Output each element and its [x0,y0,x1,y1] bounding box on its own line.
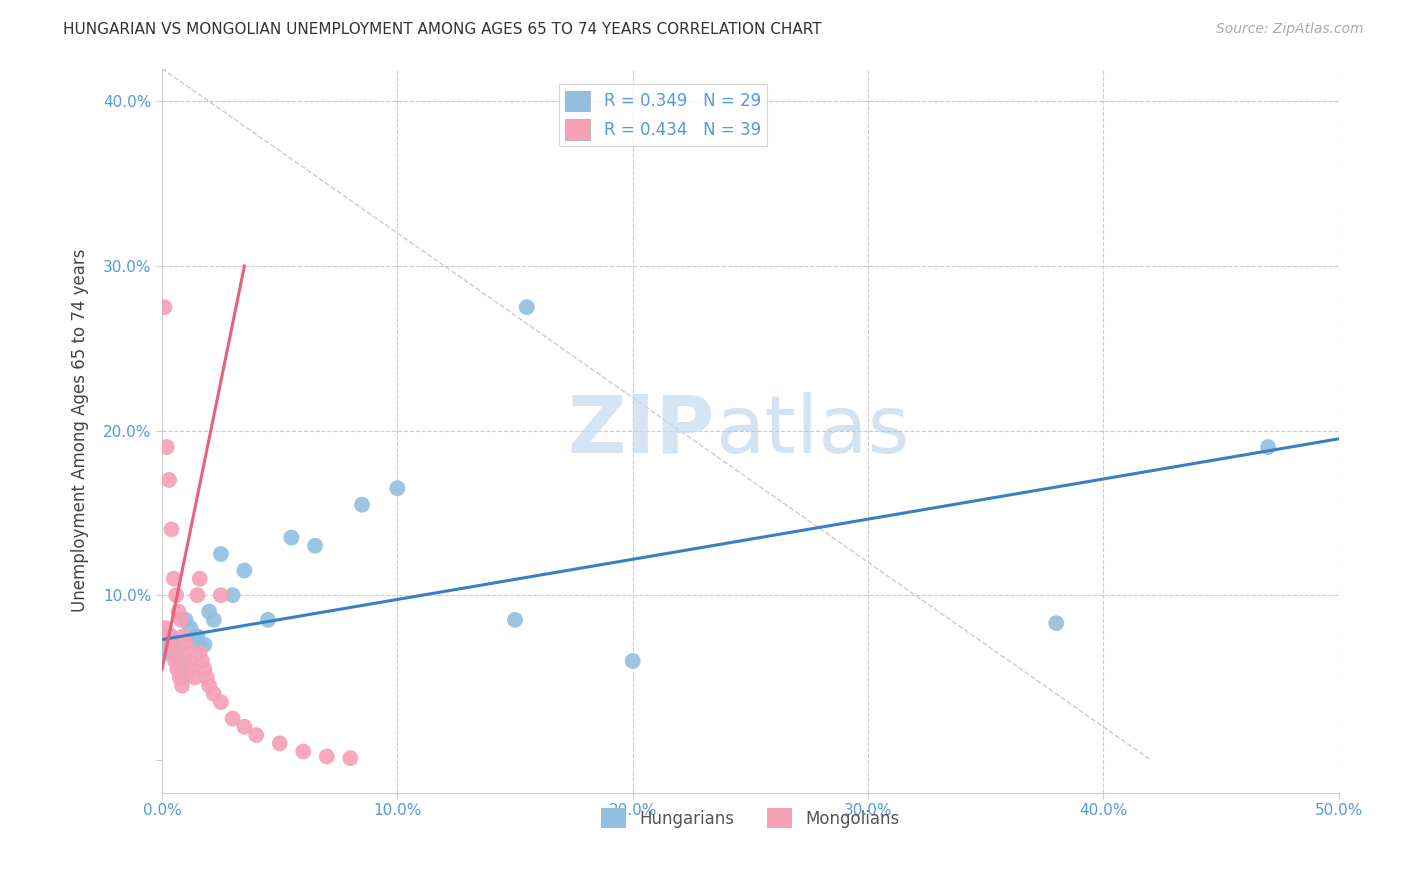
Point [157,638,180,652]
Point [202,687,225,701]
Point [188,646,211,660]
Point [184,670,207,684]
Point [174,638,197,652]
Point [179,654,201,668]
Text: Source: ZipAtlas.com: Source: ZipAtlas.com [1216,22,1364,37]
Point [352,498,374,512]
Point [163,638,186,652]
Point [160,522,183,536]
Point [269,736,291,750]
Point [1045,616,1067,631]
Point [1257,440,1279,454]
Point [159,638,181,652]
Point [292,745,315,759]
Point [202,613,225,627]
Point [193,662,215,676]
Point [315,749,337,764]
Point [198,605,221,619]
Point [221,588,243,602]
Text: atlas: atlas [716,392,910,469]
Point [186,588,208,602]
Point [156,646,179,660]
Point [184,629,207,643]
Point [153,300,176,314]
Legend: Hungarians, Mongolians: Hungarians, Mongolians [595,801,907,835]
Point [193,638,215,652]
Point [221,712,243,726]
Point [174,613,197,627]
Point [156,629,179,643]
Point [166,662,188,676]
Point [339,751,361,765]
Point [167,605,190,619]
Point [169,670,191,684]
Point [181,662,204,676]
Point [172,670,194,684]
Y-axis label: Unemployment Among Ages 65 to 74 years: Unemployment Among Ages 65 to 74 years [72,249,89,612]
Text: ZIP: ZIP [568,392,716,469]
Point [160,629,183,643]
Point [195,670,218,684]
Point [155,621,177,635]
Point [209,547,232,561]
Text: HUNGARIAN VS MONGOLIAN UNEMPLOYMENT AMONG AGES 65 TO 74 YEARS CORRELATION CHART: HUNGARIAN VS MONGOLIAN UNEMPLOYMENT AMON… [63,22,823,37]
Point [516,300,538,314]
Point [162,646,184,660]
Point [170,613,193,627]
Point [257,613,280,627]
Point [170,662,193,676]
Point [387,481,409,495]
Point [165,646,187,660]
Point [191,654,214,668]
Point [188,638,211,652]
Point [177,646,200,660]
Point [233,564,256,578]
Point [157,473,180,487]
Point [170,679,193,693]
Point [621,654,644,668]
Point [165,588,187,602]
Point [156,440,179,454]
Point [163,654,186,668]
Point [198,679,221,693]
Point [245,728,267,742]
Point [280,531,302,545]
Point [172,629,194,643]
Point [209,588,232,602]
Point [179,621,201,635]
Point [186,629,208,643]
Point [163,572,186,586]
Point [188,572,211,586]
Point [503,613,526,627]
Point [233,720,256,734]
Point [304,539,326,553]
Point [167,654,190,668]
Point [209,695,232,709]
